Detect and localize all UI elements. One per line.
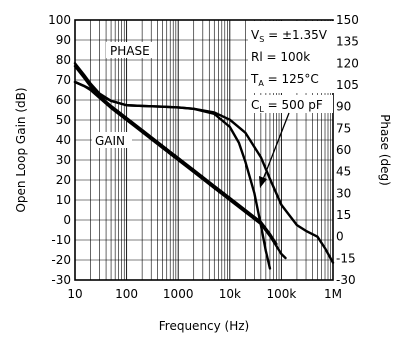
y2-tick-label: 90 [336, 100, 351, 114]
y2-tick-label: 15 [336, 208, 351, 222]
y-axis-title: Open Loop Gain (dB) [14, 87, 28, 212]
y2-tick-label: -15 [336, 251, 356, 265]
gain-label-text: GAIN [95, 134, 125, 148]
y-tick-label: 90 [56, 33, 71, 47]
y-tick-label: 50 [56, 113, 71, 127]
y2-tick-label: 60 [336, 143, 351, 157]
plot-frame [74, 19, 334, 281]
x-axis-title: Frequency (Hz) [159, 319, 250, 333]
x-tick-label: 10k [219, 287, 241, 301]
cl-label: CL = 500 pF [247, 95, 333, 114]
x-tick-label: 100 [115, 287, 138, 301]
y-tick-label: 20 [56, 173, 71, 187]
series-phase-curve-4 [73, 65, 272, 270]
curves [73, 62, 335, 270]
y-tick-label: 100 [48, 13, 71, 27]
y2-tick-label: 105 [336, 78, 359, 92]
conditions-box: VS = ±1.35V Rl = 100k TA = 125°C [248, 21, 335, 93]
y2-tick-label: 30 [336, 186, 351, 200]
vs-condition: VS = ±1.35V [251, 28, 328, 44]
y-tick-label: 80 [56, 53, 71, 67]
y2-tick-label: 75 [336, 121, 351, 135]
ta-condition: TA = 125°C [250, 72, 319, 88]
x-tick-label: 1000 [163, 287, 194, 301]
x-tick-label: 1M [324, 287, 342, 301]
x-tick-label: 100k [266, 287, 296, 301]
series-gain-curve-2 [73, 80, 278, 246]
y-tick-label: -10 [51, 233, 71, 247]
x-tick-label: 10 [67, 287, 82, 301]
y2-tick-label: 45 [336, 165, 351, 179]
y-tick-label: 0 [63, 213, 71, 227]
rl-condition: Rl = 100k [251, 50, 310, 64]
y2-tick-label: 0 [336, 230, 344, 244]
y2-tick-label: 150 [336, 13, 359, 27]
grid [75, 20, 333, 280]
y-tick-label: -20 [51, 253, 71, 267]
cl-condition: CL = 500 pF [251, 98, 323, 114]
cl-arrow [259, 112, 290, 188]
y2-tick-label: -30 [336, 273, 356, 287]
gain-label: GAIN [92, 132, 132, 148]
y-tick-label: 10 [56, 193, 71, 207]
y2-tick-label: 135 [336, 35, 359, 49]
tick-labels: 1009080706050403020100-10-20-30150135120… [48, 13, 359, 301]
y-tick-label: 70 [56, 73, 71, 87]
y2-tick-label: 120 [336, 56, 359, 70]
y-tick-label: -30 [51, 273, 71, 287]
y-tick-label: 30 [56, 153, 71, 167]
y-tick-label: 60 [56, 93, 71, 107]
phase-label-text: PHASE [110, 44, 150, 58]
phase-label: PHASE [106, 42, 154, 58]
y-tick-label: 40 [56, 133, 71, 147]
y2-axis-title: Phase (deg) [378, 114, 392, 186]
